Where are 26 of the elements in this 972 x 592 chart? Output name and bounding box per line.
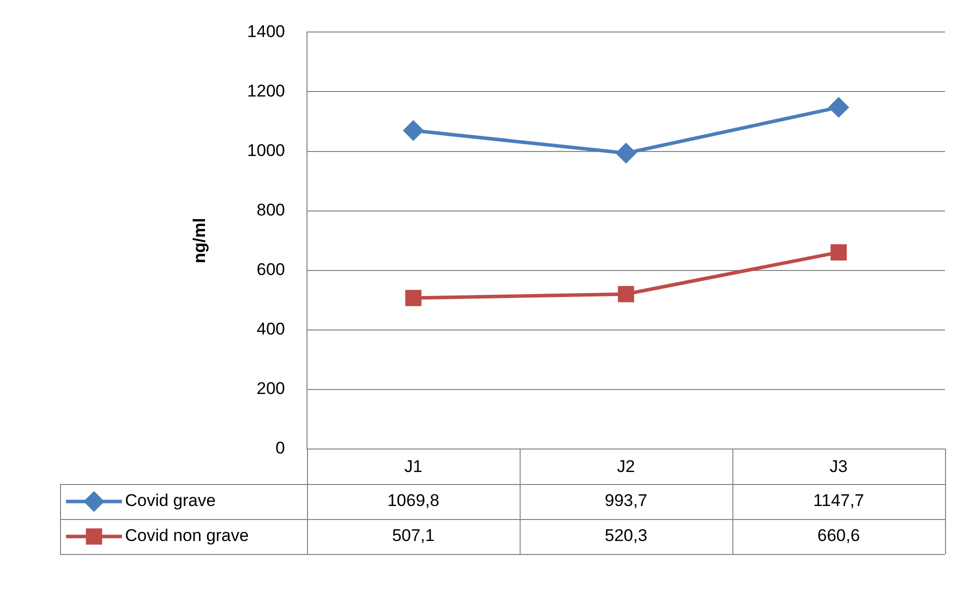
legend-label: Covid grave [125,491,216,510]
y-tick-label: 1200 [247,81,285,100]
y-tick-label: 800 [256,200,285,220]
legend-label: Covid non grave [125,526,249,546]
x-tick-label: J2 [617,456,635,476]
data-label: 993,7 [604,491,648,510]
y-tick-label: 600 [256,260,285,280]
data-label: 520,3 [604,526,648,546]
point [828,98,848,118]
point [618,286,634,302]
data-label: 1147,7 [813,491,864,510]
y-tick-label: 0 [276,438,285,458]
y-tick-label: 200 [256,379,285,398]
y-axis-title: ng/ml [190,218,209,264]
y-tick-label: 1000 [247,140,285,160]
point [405,290,422,306]
y-tick-label: 1400 [247,22,285,41]
x-tick-label: J3 [830,456,848,476]
point [404,120,424,140]
data-label: 507,1 [392,526,435,546]
y-tick-label: 400 [256,320,285,339]
point [616,143,636,163]
data-label: 660,6 [817,526,860,546]
x-tick-label: J1 [404,456,422,476]
data-label: 1069,8 [387,491,440,510]
point [830,244,847,260]
